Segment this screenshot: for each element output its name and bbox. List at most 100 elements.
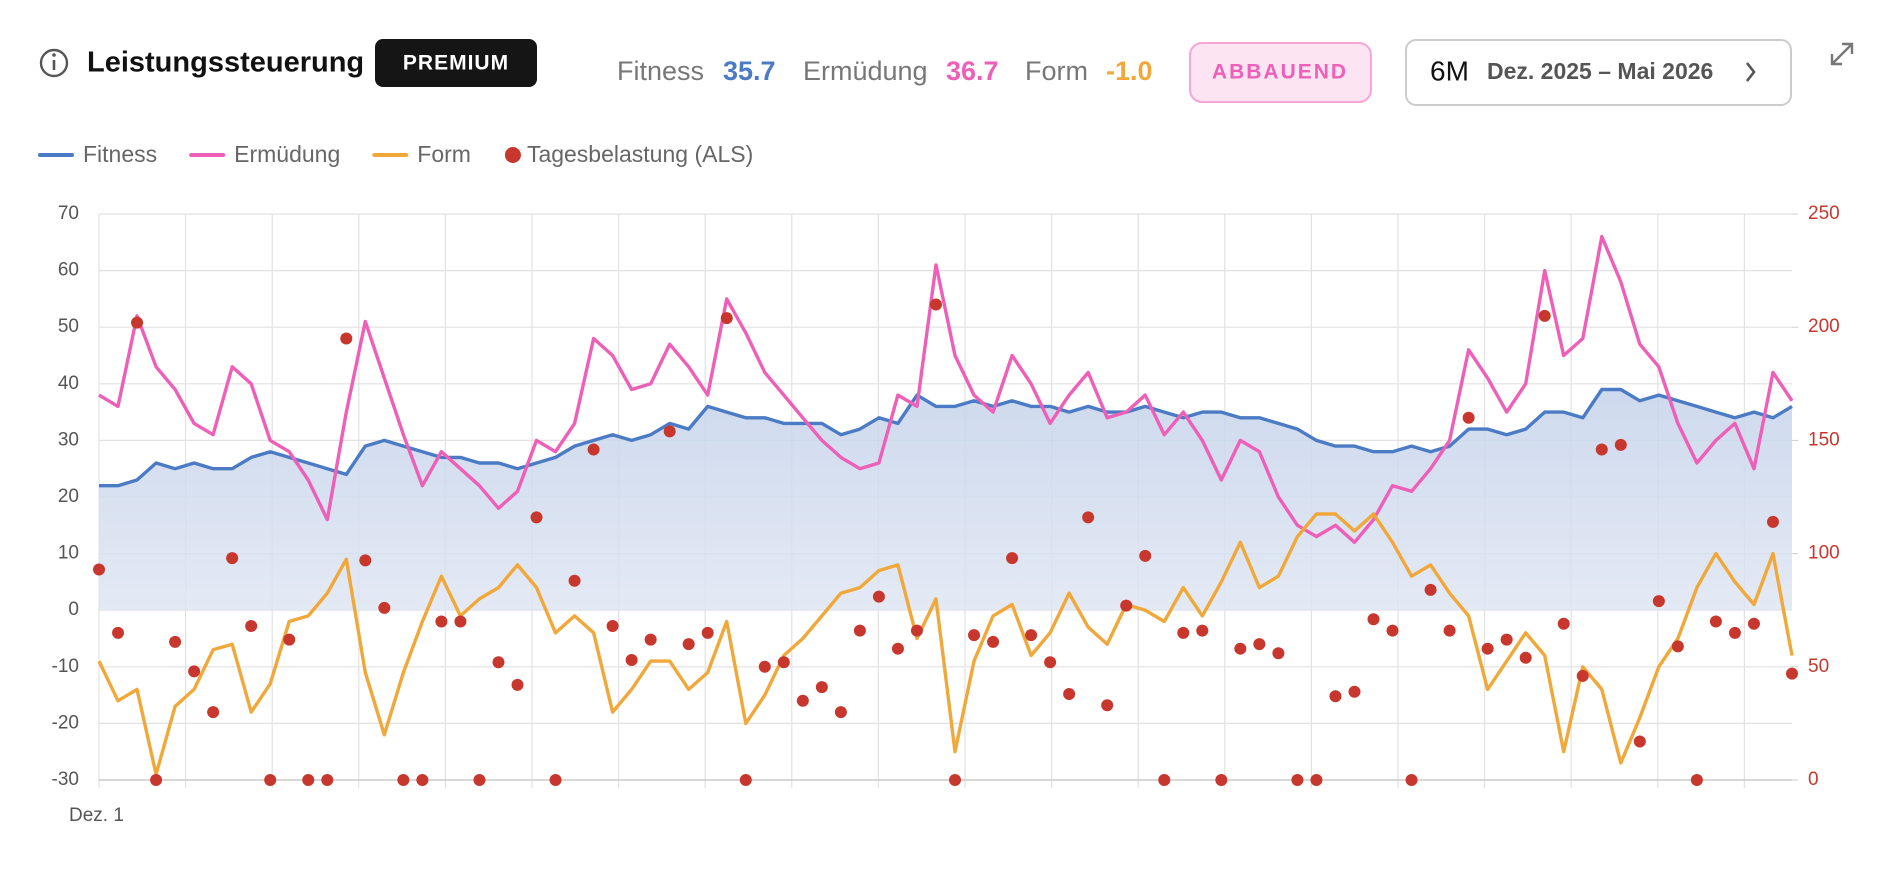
load-dot: [1196, 624, 1209, 637]
load-dot: [93, 563, 105, 576]
load-dot: [340, 332, 353, 345]
load-dot: [815, 681, 828, 694]
range-selector[interactable]: [1405, 39, 1792, 106]
load-dot: [739, 774, 752, 786]
load-dot: [492, 656, 505, 669]
load-dot: [1025, 629, 1038, 642]
legend-item[interactable]: Fitness: [38, 141, 157, 167]
load-dot: [416, 774, 429, 786]
load-dot: [1709, 615, 1722, 628]
load-dot: [207, 706, 220, 719]
load-dot: [1443, 624, 1456, 637]
load-dot: [283, 633, 296, 646]
load-dot: [530, 511, 543, 524]
status-label: ABBAUEND: [1212, 61, 1348, 84]
expand-icon[interactable]: [1830, 42, 1854, 66]
load-dot: [378, 601, 391, 614]
line: [97, 512, 1794, 776]
load-dot: [245, 620, 258, 633]
load-dot: [226, 552, 239, 565]
header-title: Leistungssteuerung: [87, 47, 364, 79]
legend-item[interactable]: Tagesbelastung (ALS): [504, 141, 753, 167]
load-dot: [264, 774, 277, 786]
y2-tick-label: 50: [1808, 656, 1829, 677]
y2-tick-label: 150: [1808, 429, 1840, 450]
load-dot: [359, 554, 372, 567]
y2-tick-label: 100: [1808, 543, 1840, 564]
load-dot: [929, 298, 942, 311]
load-dot: [1786, 667, 1798, 680]
load-dot: [663, 425, 676, 438]
legend-label: Fitness: [83, 141, 157, 167]
load-dot: [511, 678, 524, 691]
metric-value: 35.7: [723, 56, 776, 86]
load-dot: [454, 615, 467, 628]
y-tick-label: 0: [68, 599, 79, 620]
y2-tick-label: 200: [1808, 316, 1840, 337]
metric-label: Fitness: [617, 56, 704, 86]
load-dot: [1500, 633, 1513, 646]
y-tick-label: -20: [52, 712, 79, 733]
premium-badge: [375, 39, 537, 87]
info-icon-dot: [52, 53, 56, 57]
load-dot: [720, 312, 733, 325]
load-dot: [1139, 549, 1152, 562]
y-tick-label: -30: [52, 769, 79, 790]
legend-item[interactable]: Ermüdung: [189, 141, 340, 167]
load-dot: [1120, 599, 1133, 612]
load-dot: [1595, 443, 1608, 456]
load-dot: [1006, 552, 1019, 565]
load-dot: [1215, 774, 1228, 786]
legend-item[interactable]: Form: [372, 141, 471, 167]
legend-label: Form: [417, 141, 471, 167]
load-dot: [473, 774, 486, 786]
y-tick-label: 10: [58, 543, 79, 564]
load-dot: [834, 706, 847, 719]
line: [98, 234, 1794, 544]
load-dot: [1272, 647, 1285, 660]
y-tick-label: 40: [58, 373, 79, 394]
load-dot: [150, 774, 163, 786]
chevron-right[interactable]: [1745, 62, 1756, 82]
area: [99, 389, 1792, 611]
load-dot: [606, 620, 619, 633]
load-dot: [1690, 774, 1703, 786]
y-tick-label: 70: [58, 203, 79, 224]
x-tick-label: Dez. 1: [69, 805, 124, 826]
load-dot: [1633, 735, 1646, 748]
status-badge: [1189, 42, 1372, 103]
load-dot: [549, 774, 562, 786]
load-dot: [1177, 626, 1190, 639]
load-dot: [949, 774, 962, 786]
load-dot: [435, 615, 448, 628]
load-dot: [1538, 309, 1551, 322]
load-dot: [112, 626, 125, 639]
load-dot: [1348, 685, 1361, 698]
legend-label: Tagesbelastung (ALS): [527, 141, 753, 167]
load-dot: [1481, 642, 1494, 655]
load-dot: [169, 635, 182, 648]
y-tick-label: -10: [52, 656, 79, 677]
premium-label: PREMIUM: [403, 52, 509, 75]
load-dot: [682, 638, 695, 651]
load-dot: [1329, 690, 1342, 703]
info-icon[interactable]: [39, 48, 69, 78]
load-dot: [968, 629, 981, 642]
y2-tick-label: 250: [1808, 203, 1840, 224]
load-dot: [987, 635, 1000, 648]
load-dot: [1424, 583, 1437, 596]
load-dot: [1082, 511, 1095, 524]
load-dot: [796, 694, 809, 707]
load-dot: [1386, 624, 1399, 637]
load-dot: [1253, 638, 1266, 651]
load-dot: [1063, 687, 1076, 700]
range-button[interactable]: 6M: [1430, 55, 1469, 86]
load-dot: [568, 574, 581, 587]
load-dot: [1557, 617, 1570, 630]
load-dot: [131, 316, 144, 329]
load-dot: [188, 665, 201, 678]
load-dot: [910, 624, 923, 637]
metric-value: 36.7: [946, 56, 999, 86]
